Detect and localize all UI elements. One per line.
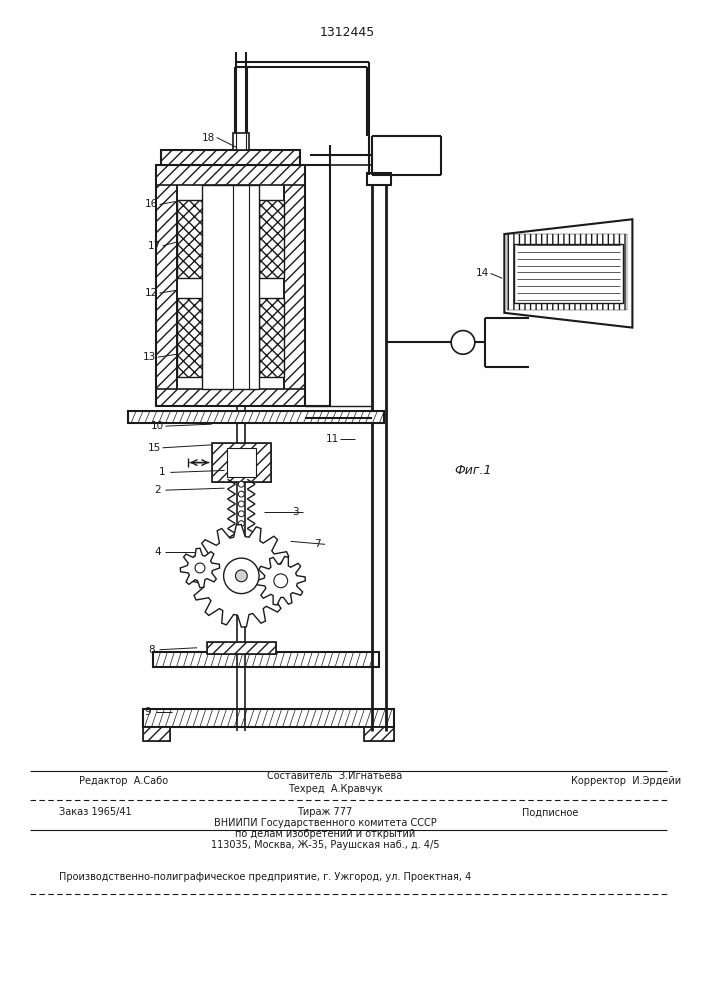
- Text: 113035, Москва, Ж-35, Раушская наб., д. 4/5: 113035, Москва, Ж-35, Раушская наб., д. …: [211, 840, 439, 850]
- Text: 11: 11: [325, 434, 339, 444]
- Circle shape: [274, 574, 288, 588]
- Circle shape: [235, 570, 247, 582]
- Text: 12: 12: [145, 288, 158, 298]
- Bar: [233, 133, 250, 150]
- Bar: [212, 443, 271, 482]
- Text: 16: 16: [145, 199, 158, 209]
- Text: Составитель  З.Игнатьева: Составитель З.Игнатьева: [267, 771, 402, 781]
- Bar: [259, 200, 284, 278]
- Text: 15: 15: [148, 443, 161, 453]
- Bar: [368, 173, 391, 185]
- Circle shape: [238, 521, 245, 527]
- Text: Производственно-полиграфическое предприятие, г. Ужгород, ул. Проектная, 4: Производственно-полиграфическое предприя…: [59, 872, 472, 882]
- Bar: [365, 727, 394, 741]
- Bar: [177, 200, 202, 278]
- Text: 4: 4: [154, 547, 161, 557]
- Text: Редактор  А.Сабо: Редактор А.Сабо: [78, 776, 168, 786]
- Circle shape: [238, 531, 245, 536]
- Circle shape: [451, 331, 475, 354]
- Circle shape: [195, 563, 205, 573]
- Polygon shape: [190, 525, 293, 627]
- Text: 10: 10: [151, 421, 164, 431]
- Circle shape: [238, 501, 245, 507]
- Polygon shape: [504, 219, 632, 328]
- Text: Тираж 777: Тираж 777: [298, 807, 353, 817]
- Polygon shape: [180, 548, 220, 588]
- Bar: [143, 727, 170, 741]
- Bar: [284, 165, 305, 406]
- Bar: [226, 448, 256, 477]
- Polygon shape: [256, 556, 305, 605]
- Text: 1312445: 1312445: [320, 26, 375, 39]
- Text: по делам изобретений и открытий: по делам изобретений и открытий: [235, 829, 415, 839]
- Bar: [156, 389, 305, 406]
- Text: 7: 7: [314, 539, 320, 549]
- Text: 17: 17: [148, 241, 161, 251]
- Bar: [207, 642, 276, 654]
- Circle shape: [238, 481, 245, 487]
- Text: 3: 3: [292, 507, 299, 517]
- Bar: [160, 150, 300, 165]
- Bar: [177, 298, 202, 377]
- Bar: [153, 652, 379, 667]
- Circle shape: [238, 491, 245, 497]
- Circle shape: [238, 540, 245, 546]
- Text: Заказ 1965/41: Заказ 1965/41: [59, 807, 132, 817]
- Text: M: M: [460, 338, 467, 347]
- Text: 13: 13: [143, 352, 156, 362]
- Text: 14: 14: [476, 268, 489, 278]
- Circle shape: [223, 558, 259, 594]
- Text: Фиг.1: Фиг.1: [454, 464, 491, 477]
- Bar: [143, 709, 394, 727]
- Text: Подписное: Подписное: [522, 807, 578, 817]
- Text: 9: 9: [144, 707, 151, 717]
- Bar: [508, 234, 628, 310]
- Bar: [156, 165, 305, 185]
- Text: 2: 2: [154, 485, 161, 495]
- Bar: [202, 185, 259, 389]
- Circle shape: [238, 511, 245, 517]
- Text: 1: 1: [159, 467, 166, 477]
- Bar: [365, 727, 394, 741]
- Bar: [514, 244, 623, 303]
- Bar: [156, 165, 177, 406]
- Bar: [128, 411, 384, 423]
- Bar: [143, 727, 170, 741]
- Bar: [259, 298, 284, 377]
- Bar: [212, 443, 271, 482]
- Text: 8: 8: [148, 645, 155, 655]
- Text: Техред  А.Кравчук: Техред А.Кравчук: [288, 784, 382, 794]
- Text: Корректор  И.Эрдейи: Корректор И.Эрдейи: [571, 776, 682, 786]
- Circle shape: [238, 550, 245, 556]
- Bar: [207, 642, 276, 654]
- Text: 18: 18: [202, 133, 216, 143]
- Text: ВНИИПИ Государственного комитета СССР: ВНИИПИ Государственного комитета СССР: [214, 818, 436, 828]
